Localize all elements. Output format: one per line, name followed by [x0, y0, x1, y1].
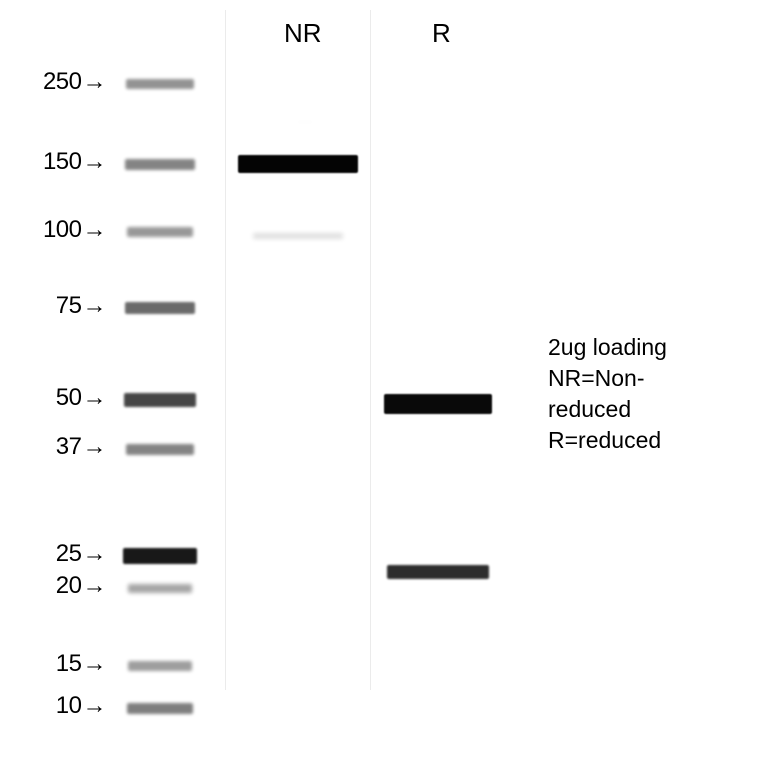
ladder-value: 150 — [43, 148, 82, 175]
ladder-value: 250 — [43, 68, 82, 95]
ladder-marker: 100→ — [43, 216, 106, 244]
gel-band — [126, 444, 194, 455]
lane-label-r: R — [432, 18, 451, 49]
lane-label-nr: NR — [284, 18, 322, 49]
ladder-marker: 10→ — [56, 692, 106, 720]
gel-figure: NR R 250→150→100→75→50→37→25→20→15→10→ 2… — [0, 0, 764, 764]
ladder-value: 100 — [43, 216, 82, 243]
lane-divider — [225, 10, 226, 690]
legend-line: R=reduced — [548, 425, 667, 456]
gel-band — [125, 159, 195, 170]
arrow-icon: → — [83, 384, 107, 412]
gel-band — [384, 394, 492, 414]
arrow-icon: → — [83, 148, 107, 176]
arrow-icon: → — [83, 292, 107, 320]
arrow-icon: → — [83, 540, 107, 568]
ladder-value: 25 — [56, 540, 82, 567]
ladder-value: 37 — [56, 433, 82, 460]
arrow-icon: → — [83, 650, 107, 678]
ladder-marker: 37→ — [56, 433, 106, 461]
gel-band — [253, 233, 343, 239]
legend-line: 2ug loading — [548, 332, 667, 363]
gel-band — [127, 703, 193, 714]
arrow-icon: → — [83, 572, 107, 600]
ladder-marker: 15→ — [56, 650, 106, 678]
ladder-marker: 50→ — [56, 384, 106, 412]
arrow-icon: → — [83, 216, 107, 244]
gel-band — [128, 661, 192, 671]
ladder-marker: 20→ — [56, 572, 106, 600]
ladder-value: 75 — [56, 292, 82, 319]
legend-line: reduced — [548, 394, 667, 425]
gel-band — [124, 393, 196, 407]
gel-band — [387, 565, 489, 579]
gel-band — [128, 584, 192, 593]
gel-smudge — [290, 115, 320, 129]
ladder-marker: 75→ — [56, 292, 106, 320]
gel-band — [126, 79, 194, 89]
ladder-marker: 250→ — [43, 68, 106, 96]
ladder-value: 20 — [56, 572, 82, 599]
ladder-value: 50 — [56, 384, 82, 411]
arrow-icon: → — [83, 692, 107, 720]
lane-divider — [370, 10, 371, 690]
lane-label-text: NR — [284, 18, 322, 48]
gel-band — [125, 302, 195, 314]
legend-line: NR=Non- — [548, 363, 667, 394]
gel-band — [127, 227, 193, 237]
arrow-icon: → — [83, 433, 107, 461]
ladder-marker: 25→ — [56, 540, 106, 568]
gel-band — [123, 548, 197, 564]
ladder-value: 10 — [56, 692, 82, 719]
gel-band — [238, 155, 358, 173]
lane-label-text: R — [432, 18, 451, 48]
arrow-icon: → — [83, 68, 107, 96]
legend: 2ug loading NR=Non- reduced R=reduced — [548, 332, 667, 456]
ladder-marker: 150→ — [43, 148, 106, 176]
ladder-value: 15 — [56, 650, 82, 677]
